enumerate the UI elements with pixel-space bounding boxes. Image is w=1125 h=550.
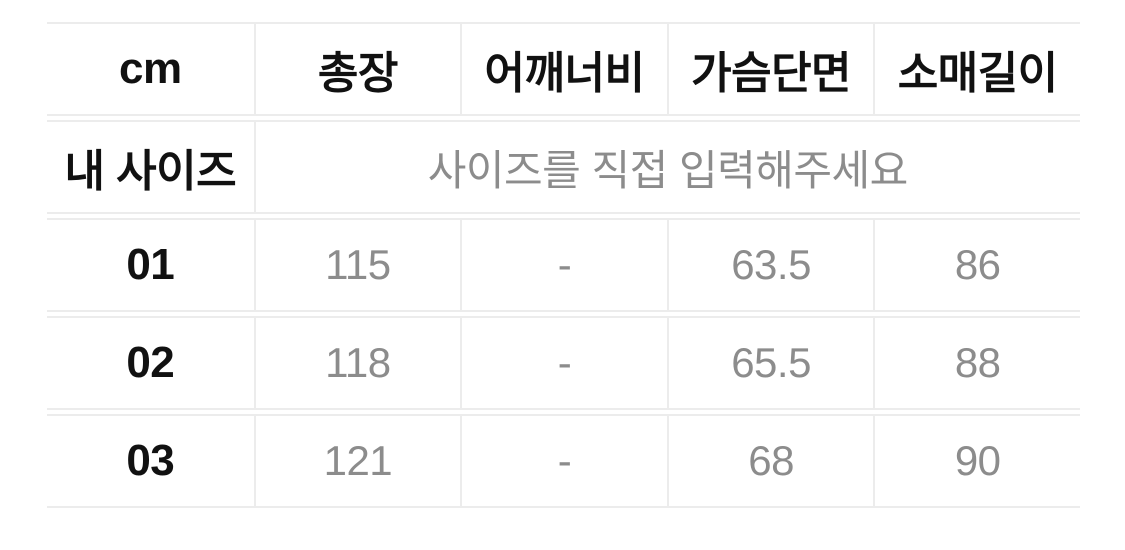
size-label-cell: 02	[126, 338, 175, 387]
table-row-size-03: 03 121 - 68 90	[47, 414, 1080, 508]
size-chart-table: cm 총장 어깨너비 가슴단면 소매길이 내 사이즈 사이즈를 직접 입력해주세…	[47, 22, 1080, 508]
chest-width-value-cell: 65.5	[666, 318, 874, 408]
chest-width-value-cell: 63.5	[666, 220, 874, 310]
total-length-value-cell: 115	[253, 220, 461, 310]
size-label-cell: 01	[126, 240, 175, 289]
sleeve-length-value-cell: 86	[873, 220, 1080, 310]
shoulder-width-value-cell: -	[460, 220, 667, 310]
sleeve-length-value-cell: 88	[873, 318, 1080, 408]
my-size-input-cell[interactable]: 사이즈를 직접 입력해주세요	[253, 122, 1080, 212]
column-header-shoulder-width: 어깨너비	[460, 24, 667, 114]
shoulder-width-value-cell: -	[460, 416, 667, 506]
chest-width-value-cell: 68	[666, 416, 874, 506]
size-label-cell: 03	[126, 436, 175, 485]
column-header-chest-width: 가슴단면	[666, 24, 874, 114]
total-length-value-cell: 121	[253, 416, 461, 506]
my-size-label-cell: 내 사이즈	[64, 147, 237, 196]
sleeve-length-value-cell: 90	[873, 416, 1080, 506]
table-row-size-01: 01 115 - 63.5 86	[47, 218, 1080, 312]
unit-header-cell: cm	[119, 44, 182, 93]
column-header-sleeve-length: 소매길이	[873, 24, 1080, 114]
column-header-total-length: 총장	[253, 24, 461, 114]
total-length-value-cell: 118	[253, 318, 461, 408]
table-row-size-02: 02 118 - 65.5 88	[47, 316, 1080, 410]
header-row: cm 총장 어깨너비 가슴단면 소매길이	[47, 22, 1080, 116]
my-size-row: 내 사이즈 사이즈를 직접 입력해주세요	[47, 120, 1080, 214]
shoulder-width-value-cell: -	[460, 318, 667, 408]
